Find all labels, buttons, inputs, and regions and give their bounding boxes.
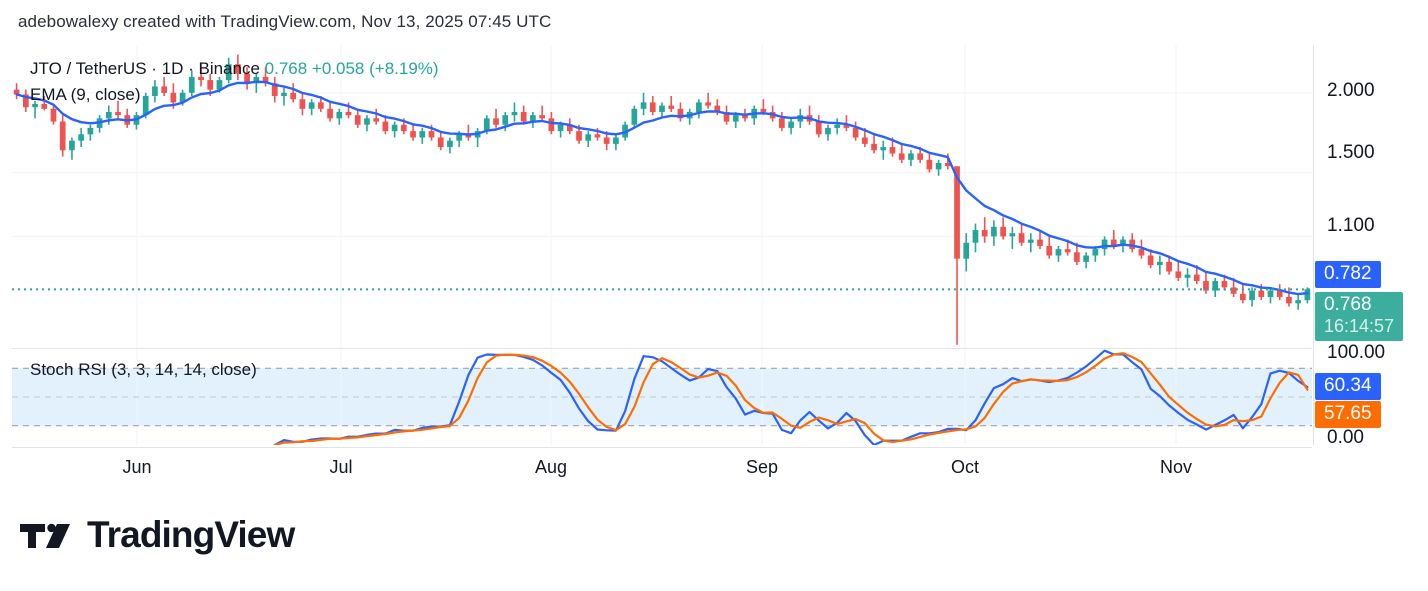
tradingview-wordmark: TradingView bbox=[87, 514, 295, 555]
stoch-k-text: 60.34 bbox=[1324, 375, 1372, 396]
ema-value-text: 0.782 bbox=[1324, 263, 1372, 284]
candlestick-plot bbox=[12, 45, 1312, 348]
tradingview-logo-icon bbox=[20, 523, 70, 548]
ema-value-badge[interactable]: 0.782 bbox=[1315, 261, 1381, 289]
price-pane[interactable]: JTO / TetherUS · 1D · Binance 0.768 +0.0… bbox=[12, 45, 1312, 348]
month-label-jul: Jul bbox=[329, 457, 353, 477]
month-label-aug: Aug bbox=[534, 457, 568, 477]
last-price-badge[interactable]: 0.768 16:14:57 bbox=[1315, 292, 1404, 341]
month-label-oct: Oct bbox=[950, 457, 980, 477]
stoch-tick-0: 0.00 bbox=[1327, 427, 1364, 448]
month-label-nov: Nov bbox=[1159, 457, 1193, 477]
chart-frame: JTO / TetherUS · 1D · Binance 0.768 +0.0… bbox=[12, 45, 1312, 445]
axis-border bbox=[1313, 45, 1314, 445]
stoch-k-badge[interactable]: 60.34 bbox=[1315, 373, 1381, 401]
stoch-rsi-pane[interactable]: Stoch RSI (3, 3, 14, 14, close) bbox=[12, 349, 1312, 445]
pane-divider bbox=[12, 348, 1312, 349]
stoch-tick-100: 100.00 bbox=[1327, 342, 1386, 363]
price-scale[interactable]: 2.000 1.500 1.100 0.782 0.768 16:14:57 1… bbox=[1313, 45, 1428, 448]
price-tick-1500: 1.500 bbox=[1327, 142, 1375, 163]
month-label-sep: Sep bbox=[745, 457, 779, 477]
time-scale[interactable]: Jun Jul Aug Sep Oct Nov bbox=[12, 447, 1312, 483]
attribution-text: adebowalexy created with TradingView.com… bbox=[18, 12, 552, 31]
time-axis-border bbox=[12, 447, 1312, 448]
price-tick-2000: 2.000 bbox=[1327, 80, 1375, 101]
price-tick-1100: 1.100 bbox=[1327, 215, 1375, 236]
stoch-d-text: 57.65 bbox=[1324, 403, 1372, 424]
last-price-text: 0.768 bbox=[1324, 294, 1372, 315]
month-label-jun: Jun bbox=[122, 457, 152, 477]
stoch-d-badge[interactable]: 57.65 bbox=[1315, 401, 1381, 429]
stoch-rsi-plot bbox=[12, 349, 1312, 445]
bar-countdown-text: 16:14:57 bbox=[1324, 316, 1395, 337]
tradingview-branding: TradingView bbox=[20, 514, 295, 556]
